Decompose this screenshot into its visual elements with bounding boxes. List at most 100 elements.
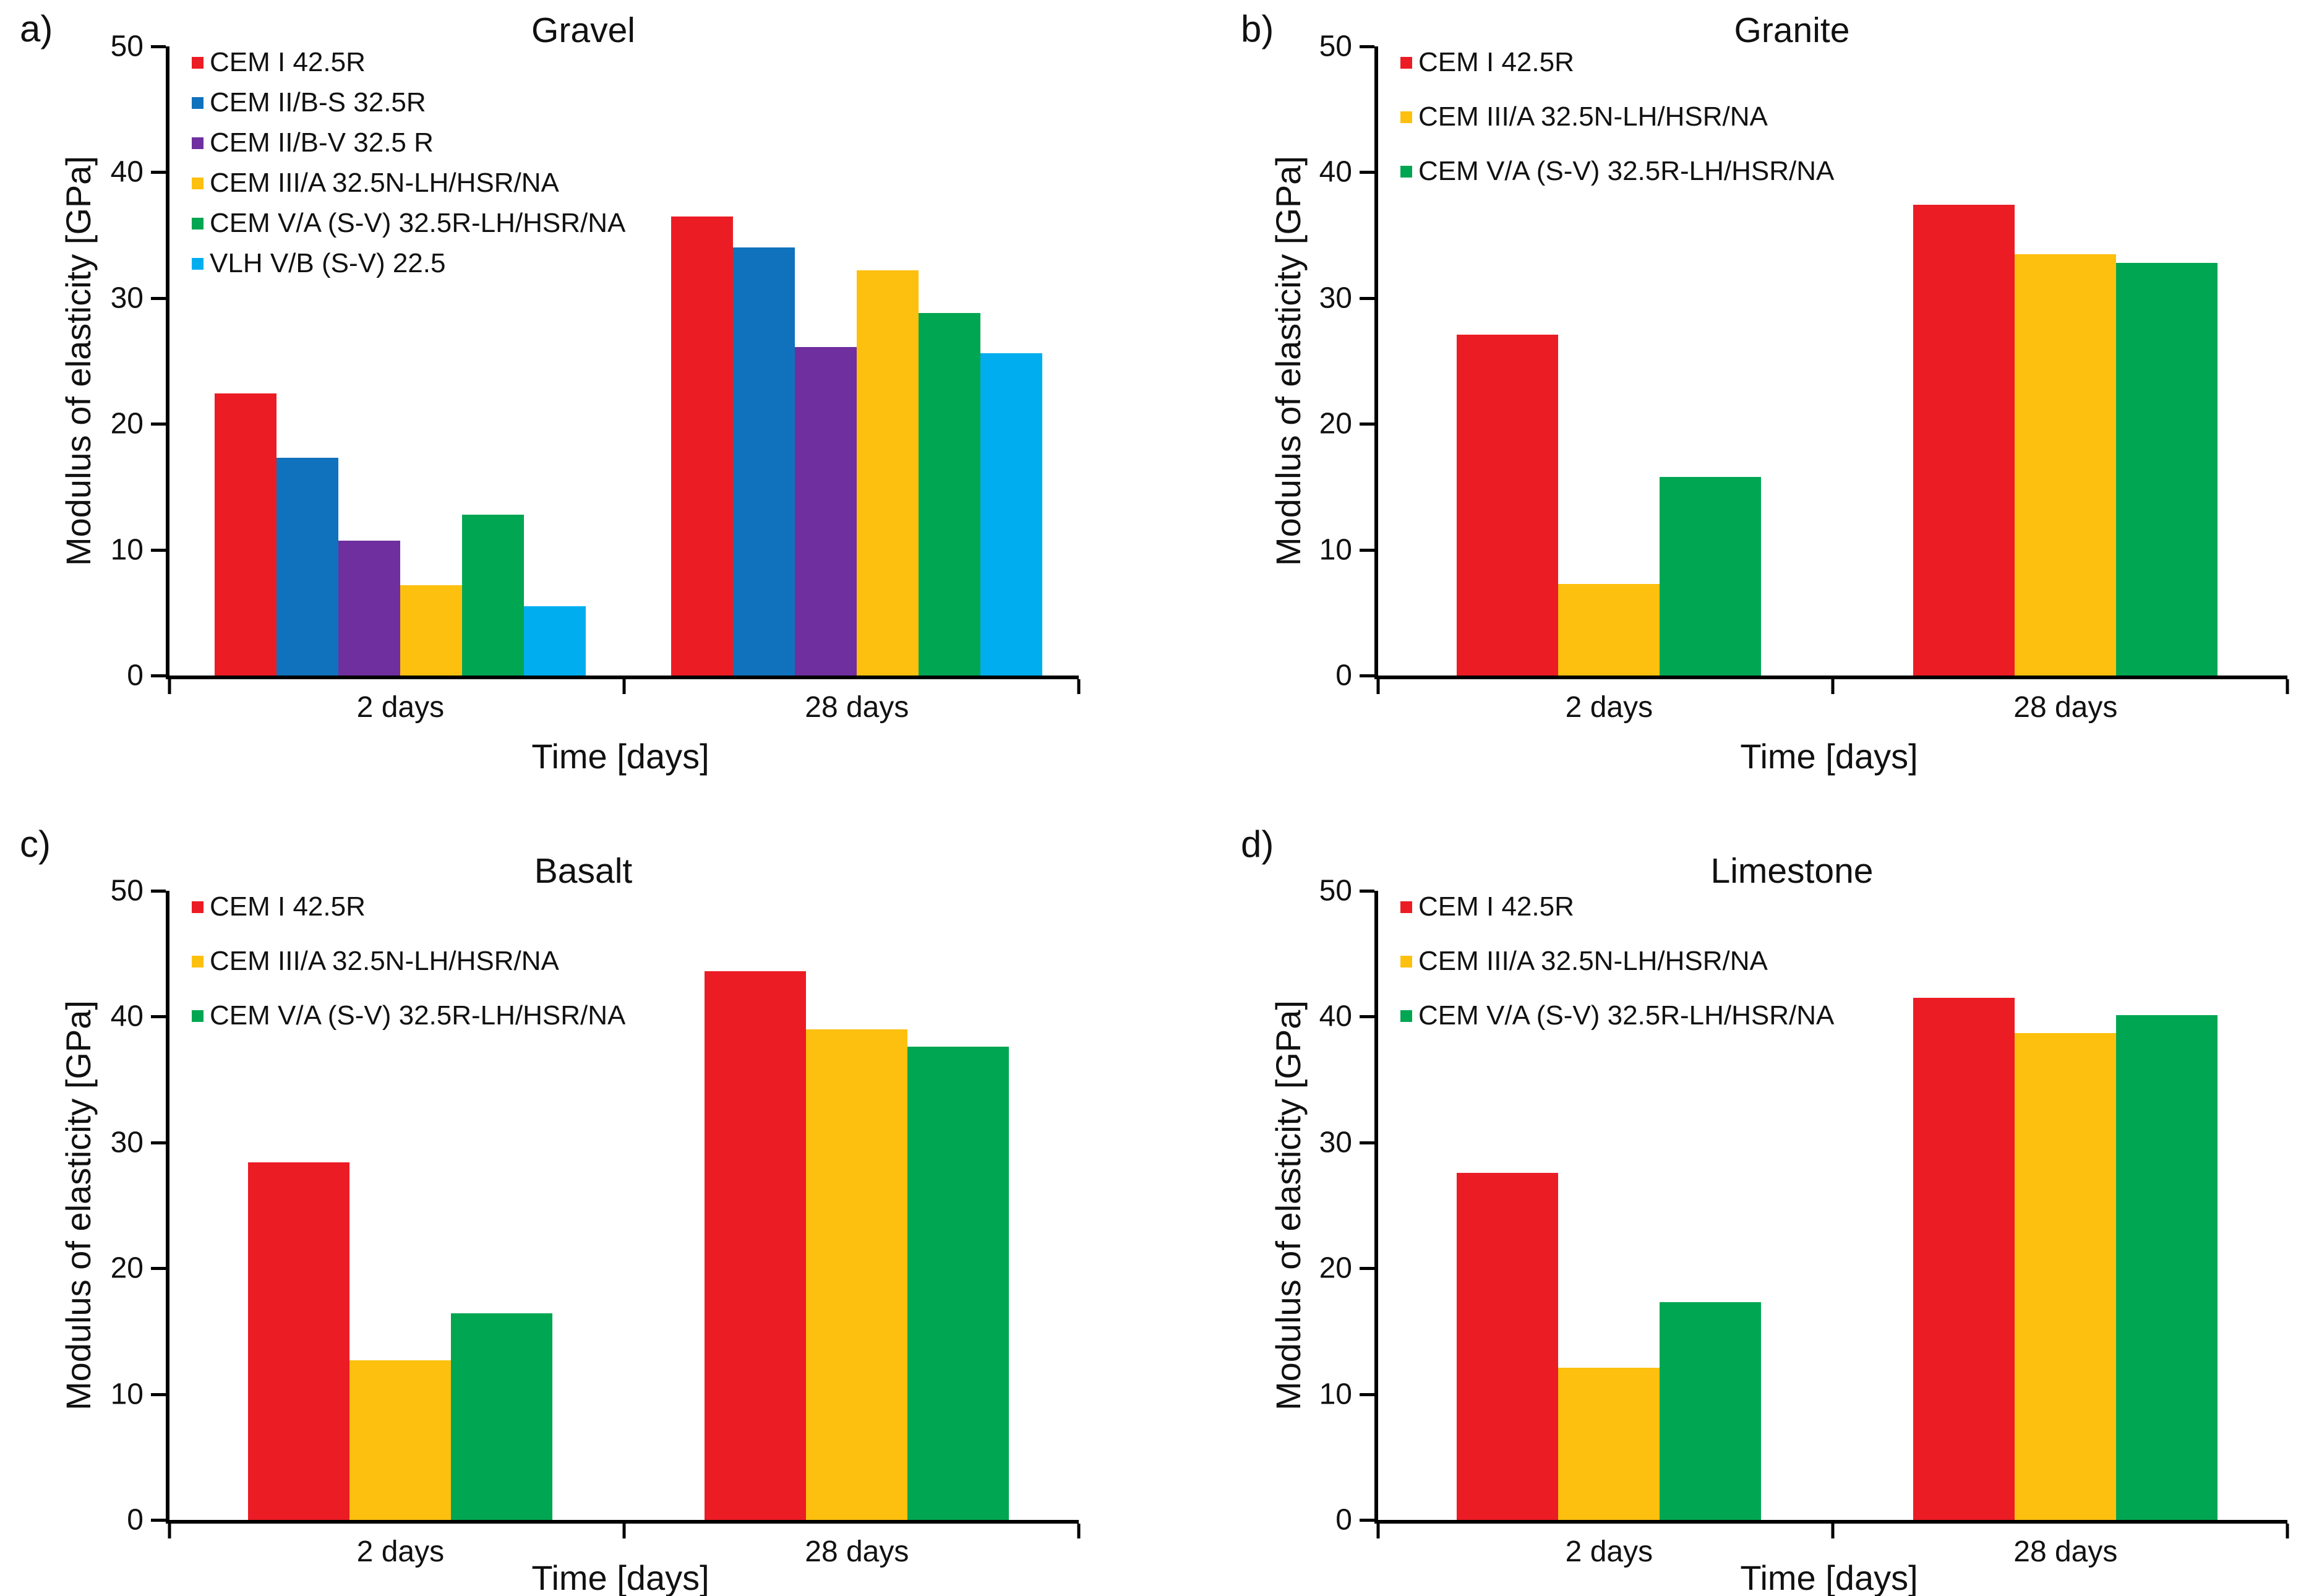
bar-2-days [276, 458, 339, 676]
y-tick-label: 0 [1335, 659, 1352, 692]
y-tick [151, 423, 166, 426]
x-category-label: 28 days [2013, 691, 2118, 724]
bar-28-days [733, 247, 795, 676]
bar-2-days [338, 541, 401, 676]
y-tick-label: 10 [110, 1378, 144, 1411]
y-tick [1360, 1015, 1374, 1019]
legend-swatch [192, 955, 204, 967]
x-axis-label: Time [days] [531, 737, 709, 776]
legend-label: CEM II/B-S 32.5R [210, 87, 426, 118]
y-axis-label: Modulus of elasticity [GPa] [1269, 156, 1308, 566]
legend-item: CEM III/A 32.5N-LH/HSR/NA [192, 168, 625, 198]
legend-swatch [192, 97, 204, 109]
x-tick [622, 1524, 626, 1538]
y-tick-label: 10 [1319, 1378, 1352, 1411]
y-tick [1360, 1267, 1374, 1271]
x-tick [1376, 679, 1380, 694]
x-tick [168, 1524, 171, 1538]
chart-title: Gravel [531, 11, 635, 50]
legend-item: CEM II/B-S 32.5R [192, 87, 625, 118]
panel-letter: a) [20, 8, 53, 49]
legend-swatch [1400, 111, 1412, 123]
plot-area: 0 10 20 30 40 50 CEM I 42.5R CEM II/B-S 32.5R CE… [111, 30, 1081, 724]
y-axis-label: Modulus of elasticity [GPa] [1269, 1000, 1308, 1410]
bar-28-days [2116, 1015, 2218, 1520]
y-tick-label: 0 [127, 659, 144, 692]
legend-item: CEM III/A 32.5N-LH/HSR/NA [192, 946, 625, 976]
legend-swatch [192, 177, 204, 189]
legend-label: CEM V/A (S-V) 32.5R-LH/HSR/NA [1418, 1000, 1835, 1031]
legend-swatch [1400, 1010, 1412, 1022]
y-tick [1360, 171, 1374, 174]
legend-swatch [192, 137, 204, 149]
legend-swatch [192, 901, 204, 913]
legend-item: CEM V/A (S-V) 32.5R-LH/HSR/NA [1400, 156, 1835, 186]
x-axis-label: Time [days] [1740, 737, 1918, 776]
bar-28-days [2116, 262, 2218, 676]
y-tick [1360, 45, 1374, 48]
bar-group [671, 216, 1043, 676]
bar-2-days [1558, 1367, 1660, 1520]
legend-swatch [1400, 165, 1412, 178]
y-tick [1360, 296, 1374, 300]
legend-item: CEM V/A (S-V) 32.5R-LH/HSR/NA [1400, 1000, 1835, 1031]
plot-area: 0 10 20 30 40 50 CEM I 42.5R CEM III/A 32.5N-LH… [1319, 30, 2289, 724]
panel-granite: b) Granite Modulus of elasticity [GPa] 0… [1157, 0, 2314, 798]
x-axis-label: Time [days] [1740, 1558, 1918, 1596]
bar-group [1457, 1172, 1762, 1520]
x-tick [168, 679, 171, 694]
y-tick [1360, 548, 1374, 552]
bar-2-days [1457, 334, 1559, 676]
y-tick-label: 30 [1319, 1126, 1352, 1159]
bar-group [215, 393, 586, 676]
y-tick-label: 50 [1319, 30, 1352, 63]
bar-28-days [1913, 205, 2015, 676]
bar-28-days [671, 216, 734, 676]
y-tick [1360, 674, 1374, 677]
legend-swatch [192, 1010, 204, 1022]
bar-28-days [1913, 997, 2015, 1520]
chart-title: Basalt [534, 851, 633, 891]
legend-item: CEM I 42.5R [1400, 47, 1834, 77]
y-tick [151, 890, 166, 893]
x-tick [2286, 1524, 2289, 1538]
x-tick [1077, 679, 1081, 694]
legend: CEM I 42.5R CEM III/A 32.5N-LH/HSR/NA CEM … [1400, 47, 1835, 186]
y-tick-label: 20 [110, 1251, 144, 1285]
y-tick-label: 20 [1319, 1251, 1352, 1285]
legend-label: CEM III/A 32.5N-LH/HSR/NA [1418, 101, 1768, 132]
x-tick [1376, 1524, 1380, 1538]
y-tick [151, 674, 166, 677]
x-category-label: 2 days [1565, 1535, 1653, 1568]
y-tick [151, 45, 166, 48]
legend-label: CEM V/A (S-V) 32.5R-LH/HSR/NA [1418, 156, 1835, 186]
y-tick-label: 30 [1319, 281, 1352, 315]
bar-group [705, 971, 1009, 1520]
y-tick-label: 50 [110, 874, 144, 907]
legend-item: CEM V/A (S-V) 32.5R-LH/HSR/NA [192, 1000, 625, 1031]
y-tick-label: 50 [1319, 874, 1352, 907]
bar-28-days [2015, 1032, 2117, 1520]
y-tick [151, 548, 166, 552]
x-category-label: 2 days [356, 691, 445, 724]
legend-item: CEM I 42.5R [1400, 891, 1834, 922]
x-tick [1077, 1524, 1081, 1538]
y-tick [151, 1141, 166, 1144]
y-tick-label: 0 [127, 1503, 144, 1537]
bar-2-days [451, 1313, 553, 1520]
bar-2-days [349, 1360, 452, 1520]
bar-28-days [795, 347, 857, 676]
x-axis-label: Time [days] [531, 1558, 709, 1596]
x-category-label: 28 days [2013, 1535, 2118, 1568]
legend-item: CEM I 42.5R [192, 891, 625, 922]
y-tick-label: 10 [110, 533, 144, 567]
y-tick-label: 0 [1335, 1503, 1352, 1537]
bar-28-days [2015, 254, 2117, 676]
legend-swatch [1400, 901, 1412, 913]
bar-2-days [248, 1162, 350, 1520]
y-tick-label: 40 [110, 1000, 144, 1033]
bar-28-days [919, 313, 981, 676]
bar-28-days [857, 270, 919, 676]
y-axis-label: Modulus of elasticity [GPa] [59, 1000, 98, 1410]
